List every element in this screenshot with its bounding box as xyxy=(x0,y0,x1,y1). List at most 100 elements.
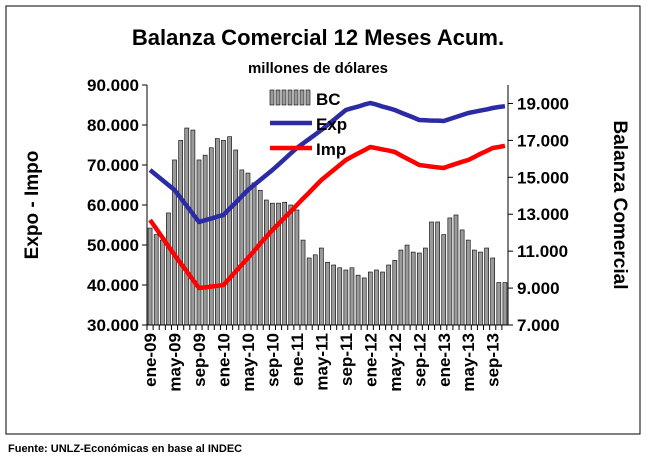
bar xyxy=(227,136,232,326)
legend-label: Imp xyxy=(316,140,346,159)
bar xyxy=(472,249,477,326)
bar xyxy=(208,147,214,326)
bar xyxy=(374,269,379,326)
chart-border xyxy=(5,5,641,435)
bar xyxy=(319,247,324,326)
x-tick-label: may-09 xyxy=(166,333,185,392)
bar xyxy=(410,251,416,326)
bar xyxy=(294,209,300,326)
bar xyxy=(459,229,465,326)
bar xyxy=(306,257,312,326)
bar xyxy=(312,254,318,326)
x-tick-label: sep-12 xyxy=(410,333,429,387)
y2-tick-label: 11.000 xyxy=(517,242,568,261)
y-tick-label: 50.000 xyxy=(87,236,139,255)
bar xyxy=(343,269,349,326)
y-tick-label: 70.000 xyxy=(87,156,139,175)
bar xyxy=(263,199,269,326)
y-axis-label: Expo - Impo xyxy=(22,151,43,260)
bar xyxy=(147,227,153,326)
y2-tick-label: 19.000 xyxy=(517,94,569,113)
bar xyxy=(380,271,385,326)
legend-swatch-bar xyxy=(281,89,287,106)
legend-swatch-bar xyxy=(305,89,311,106)
bar xyxy=(355,274,361,326)
legend-swatch xyxy=(269,89,311,106)
bar xyxy=(190,129,196,326)
legend-swatch-bar xyxy=(287,89,293,106)
bar xyxy=(398,249,404,326)
y-tick-label: 80.000 xyxy=(87,116,139,135)
bar xyxy=(496,282,502,326)
bar xyxy=(416,252,422,326)
x-tick-label: ene-11 xyxy=(288,333,307,386)
x-tick-label: may-13 xyxy=(459,333,478,392)
bar xyxy=(288,204,294,326)
bar xyxy=(435,221,440,326)
legend-swatch-bar xyxy=(293,89,299,106)
y2-tick-label: 17.000 xyxy=(517,131,569,150)
bar xyxy=(337,267,343,326)
bar xyxy=(465,239,471,326)
x-tick-label: ene-12 xyxy=(361,333,380,387)
y2-tick-label: 15.000 xyxy=(517,168,569,187)
bar xyxy=(404,244,410,326)
bar xyxy=(478,251,483,326)
bar xyxy=(331,264,336,326)
legend-swatch-bar xyxy=(299,89,305,106)
legend-swatch-bar xyxy=(275,89,281,106)
chart-title: Balanza Comercial 12 Meses Acum. xyxy=(132,25,504,50)
bar xyxy=(490,257,496,326)
y-tick-label: 90.000 xyxy=(87,76,139,95)
bar xyxy=(502,282,508,326)
bar xyxy=(423,247,428,326)
x-tick-label: sep-10 xyxy=(263,333,282,387)
bar xyxy=(159,239,165,326)
x-tick-label: ene-10 xyxy=(214,333,233,387)
bar xyxy=(202,154,208,326)
y2-tick-label: 9.000 xyxy=(517,279,560,298)
bar xyxy=(166,212,171,326)
bar xyxy=(233,149,239,326)
y2-tick-label: 13.000 xyxy=(517,205,569,224)
bar xyxy=(386,264,392,326)
legend-label: BC xyxy=(316,90,341,109)
legend-label: Exp xyxy=(316,115,347,134)
x-tick-label: sep-13 xyxy=(484,333,503,387)
bar xyxy=(325,261,330,326)
bar xyxy=(429,221,434,326)
bar xyxy=(447,217,453,326)
x-tick-label: may-11 xyxy=(312,333,331,391)
line-series xyxy=(148,100,506,225)
x-tick-label: ene-09 xyxy=(141,333,160,387)
line-series xyxy=(148,143,506,291)
bar xyxy=(441,234,447,326)
bar xyxy=(300,239,306,326)
y-tick-label: 30.000 xyxy=(87,316,139,335)
bar xyxy=(184,127,190,326)
bar xyxy=(178,140,183,326)
bar xyxy=(245,172,251,326)
bar xyxy=(257,189,263,326)
bar xyxy=(270,202,275,326)
y-tick-label: 40.000 xyxy=(87,276,139,295)
bar xyxy=(349,267,355,326)
chart-subtitle: millones de dólares xyxy=(248,60,388,77)
bar xyxy=(215,138,220,326)
bar xyxy=(368,271,373,326)
bar xyxy=(361,277,367,326)
bar xyxy=(453,214,459,326)
y-tick-label: 60.000 xyxy=(87,196,139,215)
source-note: Fuente: UNLZ-Económicas en base al INDEC xyxy=(8,443,242,455)
bar xyxy=(484,247,489,326)
bar xyxy=(153,234,159,326)
bar xyxy=(196,159,202,326)
y2-axis-label: Balanza Comercial xyxy=(609,121,630,290)
legend-swatch-bar xyxy=(269,89,275,106)
x-tick-label: sep-09 xyxy=(190,333,209,387)
x-tick-label: ene-13 xyxy=(435,333,454,387)
bar xyxy=(221,140,226,326)
x-tick-label: sep-11 xyxy=(337,333,356,386)
bar xyxy=(392,260,398,326)
